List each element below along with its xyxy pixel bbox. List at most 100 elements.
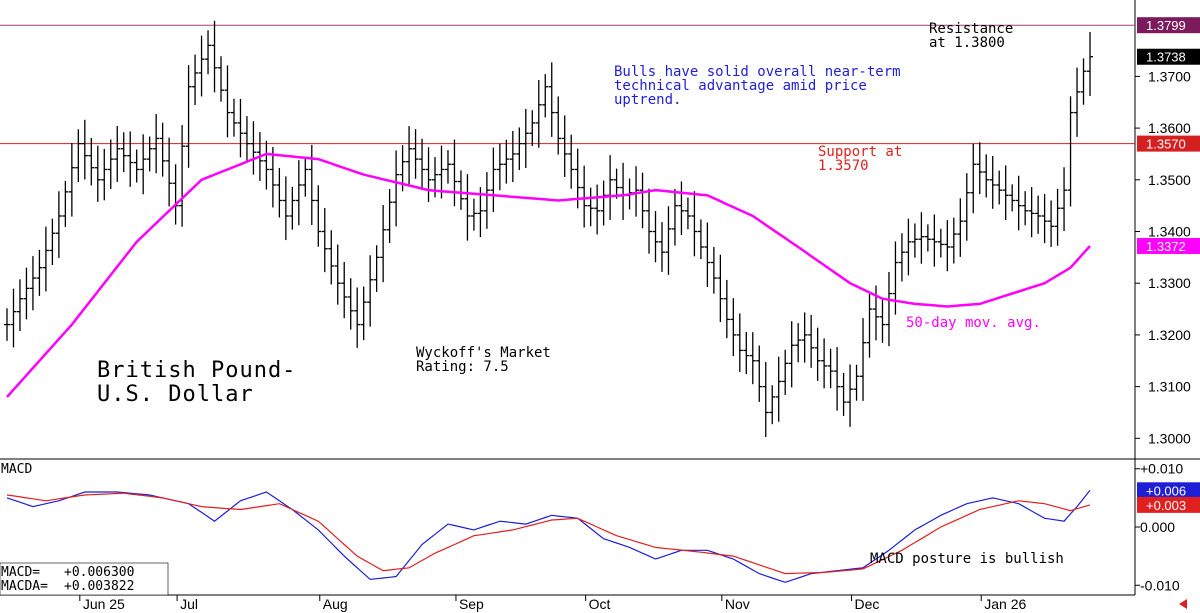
price-bar bbox=[944, 220, 951, 272]
price-bar bbox=[230, 98, 237, 137]
price-bar bbox=[542, 74, 549, 118]
bulls-annotation-line-3: uptrend. bbox=[614, 92, 681, 108]
price-bar bbox=[924, 224, 931, 252]
price-bar bbox=[464, 174, 471, 241]
price-tags: 1.3799 1.3738 1.3570 1.3372 +0.006+0.003 bbox=[1137, 17, 1200, 513]
price-bar bbox=[898, 233, 905, 282]
price-bar bbox=[166, 137, 173, 207]
price-bar bbox=[665, 206, 672, 275]
price-bar bbox=[989, 155, 996, 209]
price-bar bbox=[691, 191, 698, 257]
price-bar bbox=[185, 65, 192, 168]
price-bar bbox=[769, 385, 776, 425]
chart-title-line-1: British Pound- bbox=[97, 358, 296, 383]
macda-value-tag: +0.003 bbox=[1137, 496, 1200, 513]
last-price-tag: 1.3738 bbox=[1137, 48, 1200, 65]
price-bar bbox=[905, 218, 912, 276]
price-bar bbox=[205, 30, 212, 75]
support-annotation-line-1: Support at bbox=[818, 144, 902, 160]
time-tick-label: Oct bbox=[589, 596, 611, 612]
price-tick-label: 1.3300 bbox=[1148, 275, 1191, 291]
price-bar bbox=[425, 147, 432, 202]
price-bar bbox=[1074, 67, 1081, 137]
price-bar bbox=[1028, 187, 1035, 238]
price-bar bbox=[918, 212, 925, 264]
price-bar bbox=[496, 143, 503, 191]
price-tick-label: 1.3100 bbox=[1148, 379, 1191, 395]
price-bar bbox=[1087, 31, 1093, 97]
price-bar bbox=[1061, 167, 1068, 232]
price-bar bbox=[68, 143, 75, 217]
price-bar bbox=[671, 188, 678, 246]
price-bar bbox=[10, 288, 17, 348]
price-bar bbox=[509, 130, 516, 183]
time-tick-label: Jan 26 bbox=[984, 596, 1026, 612]
price-bar bbox=[600, 180, 607, 226]
svg-text:1.3799: 1.3799 bbox=[1146, 18, 1186, 33]
price-bar bbox=[775, 356, 782, 422]
price-tick-label: 1.3400 bbox=[1148, 224, 1191, 240]
price-bar bbox=[834, 347, 841, 411]
price-bar bbox=[1002, 165, 1009, 221]
price-bar bbox=[976, 142, 983, 195]
price-bar bbox=[470, 198, 477, 231]
price-bar bbox=[412, 129, 419, 179]
macd-tick-label: +0.010 bbox=[1140, 461, 1183, 477]
time-tick-label: Sep bbox=[459, 596, 484, 612]
price-bar bbox=[127, 131, 134, 187]
price-bar bbox=[697, 219, 704, 260]
support-annotation-line-2: 1.3570 bbox=[818, 158, 869, 174]
price-bar bbox=[866, 294, 873, 358]
price-bar bbox=[393, 150, 400, 227]
price-bar bbox=[710, 246, 717, 294]
price-bar bbox=[535, 80, 542, 148]
price-bar bbox=[1009, 184, 1016, 212]
price-bar bbox=[114, 125, 121, 182]
price-bar bbox=[639, 172, 646, 229]
price-bar bbox=[503, 139, 510, 184]
svg-text:+0.003: +0.003 bbox=[1146, 498, 1186, 513]
support-price-tag: 1.3570 bbox=[1137, 135, 1200, 152]
price-bar bbox=[1035, 195, 1042, 234]
price-bar bbox=[23, 267, 30, 320]
svg-text:1.3570: 1.3570 bbox=[1146, 137, 1186, 152]
macd-lines bbox=[6, 489, 1091, 583]
price-bar bbox=[594, 184, 601, 235]
price-bar bbox=[62, 180, 69, 227]
price-bar bbox=[386, 188, 393, 243]
price-bar bbox=[75, 129, 82, 183]
scroll-left-arrow-icon[interactable] bbox=[1179, 599, 1187, 609]
price-bar bbox=[762, 362, 769, 438]
price-bar bbox=[1041, 194, 1048, 244]
price-bar bbox=[321, 208, 328, 273]
price-bar bbox=[970, 143, 977, 214]
price-bar bbox=[847, 364, 854, 427]
price-bar bbox=[146, 136, 153, 172]
macd-tick-label: -0.010 bbox=[1140, 577, 1180, 593]
price-bar bbox=[107, 139, 114, 190]
chart-title-line-2: U.S. Dollar bbox=[97, 382, 254, 407]
price-bar bbox=[328, 230, 335, 285]
price-bar bbox=[16, 279, 23, 332]
price-bar bbox=[367, 255, 374, 327]
price-bar bbox=[587, 187, 594, 227]
price-bar bbox=[341, 261, 348, 319]
price-bar bbox=[892, 241, 899, 315]
price-bar bbox=[1048, 200, 1055, 248]
price-bar bbox=[380, 204, 387, 283]
price-bar bbox=[120, 132, 127, 173]
price-bar bbox=[179, 125, 186, 227]
price-bar bbox=[749, 332, 756, 385]
price-bar bbox=[243, 116, 250, 161]
price-bar bbox=[548, 62, 555, 137]
price-bar bbox=[723, 279, 730, 339]
price-bar bbox=[568, 134, 575, 189]
price-bar bbox=[996, 170, 1003, 205]
macda-series-line bbox=[6, 492, 1091, 575]
price-bar bbox=[983, 154, 990, 198]
price-bar bbox=[840, 372, 847, 416]
time-tick-label: Nov bbox=[725, 596, 750, 612]
price-bar bbox=[1015, 175, 1022, 231]
